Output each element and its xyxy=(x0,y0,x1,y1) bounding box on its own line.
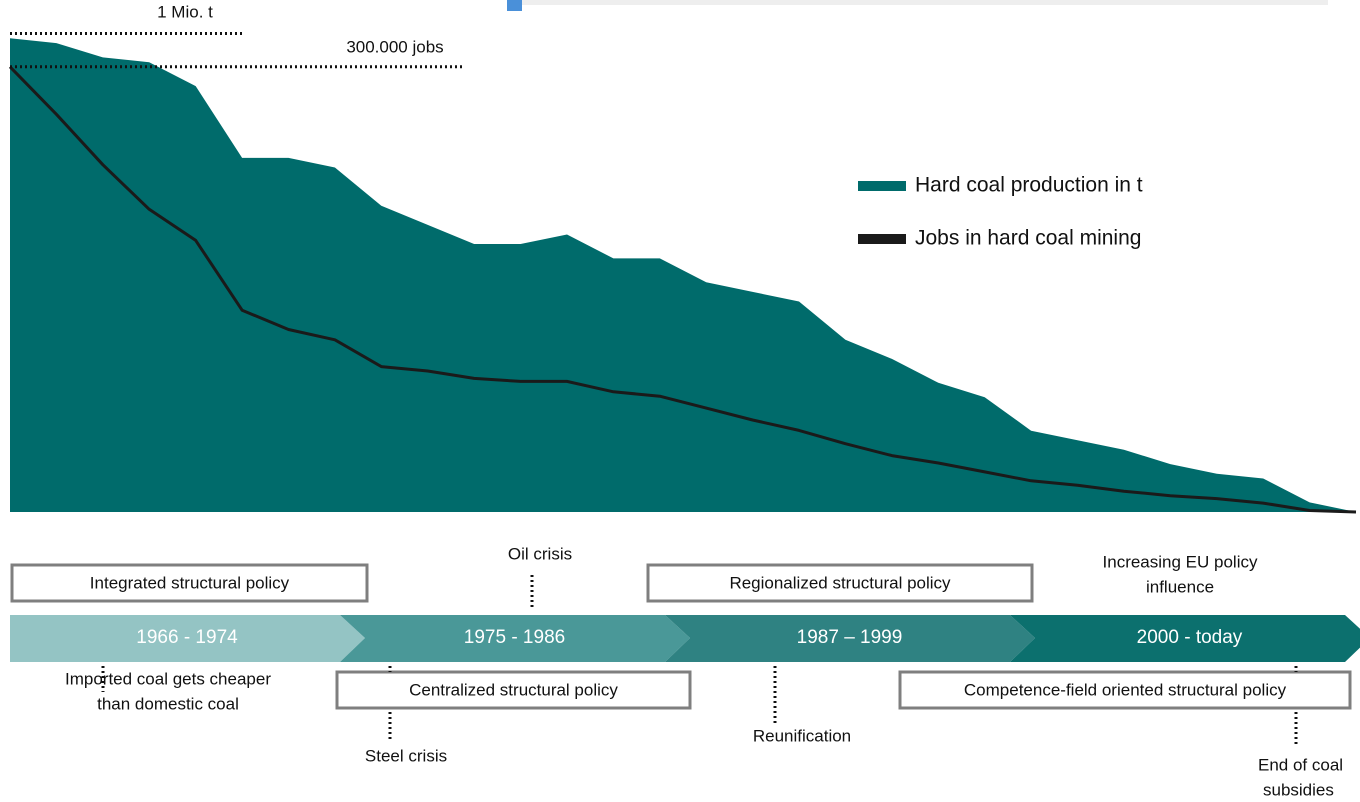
legend-swatch xyxy=(858,181,906,191)
period-chevron xyxy=(665,615,1035,662)
event-label: Increasing EU policy xyxy=(1103,552,1258,571)
event-label: Imported coal gets cheaper xyxy=(65,669,271,688)
period-chevron xyxy=(1010,615,1360,662)
reference-label: 1 Mio. t xyxy=(157,2,213,21)
policy-label: Integrated structural policy xyxy=(90,573,290,592)
period-label: 1987 – 1999 xyxy=(797,627,903,648)
event-label: than domestic coal xyxy=(97,694,239,713)
event-label: End of coal xyxy=(1258,755,1343,774)
period-chevron xyxy=(10,615,365,662)
event-label: subsidies xyxy=(1263,780,1334,799)
policy-box xyxy=(10,563,369,603)
period-label: 1966 - 1974 xyxy=(136,627,238,648)
reference-label: 300.000 jobs xyxy=(346,37,443,56)
policy-label: Competence-field oriented structural pol… xyxy=(964,680,1287,699)
policy-label: Regionalized structural policy xyxy=(729,573,951,592)
period-label: 1975 - 1986 xyxy=(464,627,565,648)
period-chevron xyxy=(340,615,690,662)
header-bar xyxy=(507,0,1328,5)
event-label: Steel crisis xyxy=(365,746,447,765)
policy-box xyxy=(898,670,1352,710)
header-marker xyxy=(507,0,522,11)
policy-box xyxy=(335,670,692,710)
event-label: Reunification xyxy=(753,726,851,745)
event-label: influence xyxy=(1146,577,1214,596)
legend-swatch xyxy=(858,234,906,244)
legend-label: Jobs in hard coal mining xyxy=(915,227,1141,250)
jobs-line xyxy=(8,65,1357,514)
policy-box xyxy=(646,563,1034,603)
event-label: Oil crisis xyxy=(508,544,572,563)
legend-label: Hard coal production in t xyxy=(915,174,1143,197)
policy-label: Centralized structural policy xyxy=(409,680,618,699)
production-area xyxy=(10,38,1356,513)
period-label: 2000 - today xyxy=(1137,627,1243,648)
